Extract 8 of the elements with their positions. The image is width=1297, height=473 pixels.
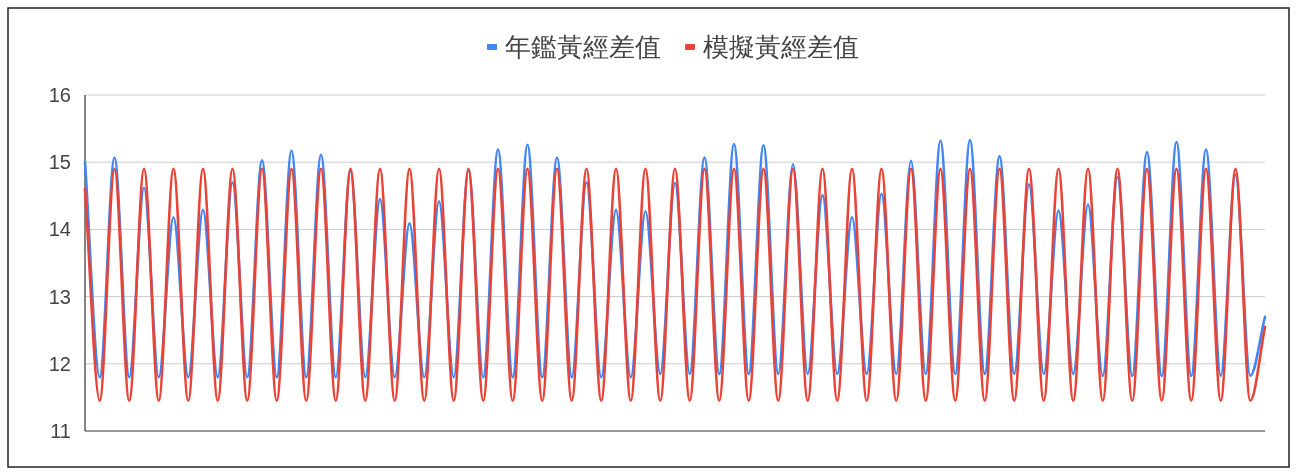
y-tick-label: 12 xyxy=(48,352,71,375)
y-tick-label: 11 xyxy=(50,420,71,442)
y-tick-label: 15 xyxy=(48,151,71,174)
y-tick-label: 13 xyxy=(48,285,71,308)
y-tick-label: 16 xyxy=(48,84,71,106)
legend-label: 年鑑黃經差值 xyxy=(505,32,661,62)
y-tick-label: 14 xyxy=(48,218,71,241)
legend-label: 模擬黃經差值 xyxy=(703,32,859,62)
